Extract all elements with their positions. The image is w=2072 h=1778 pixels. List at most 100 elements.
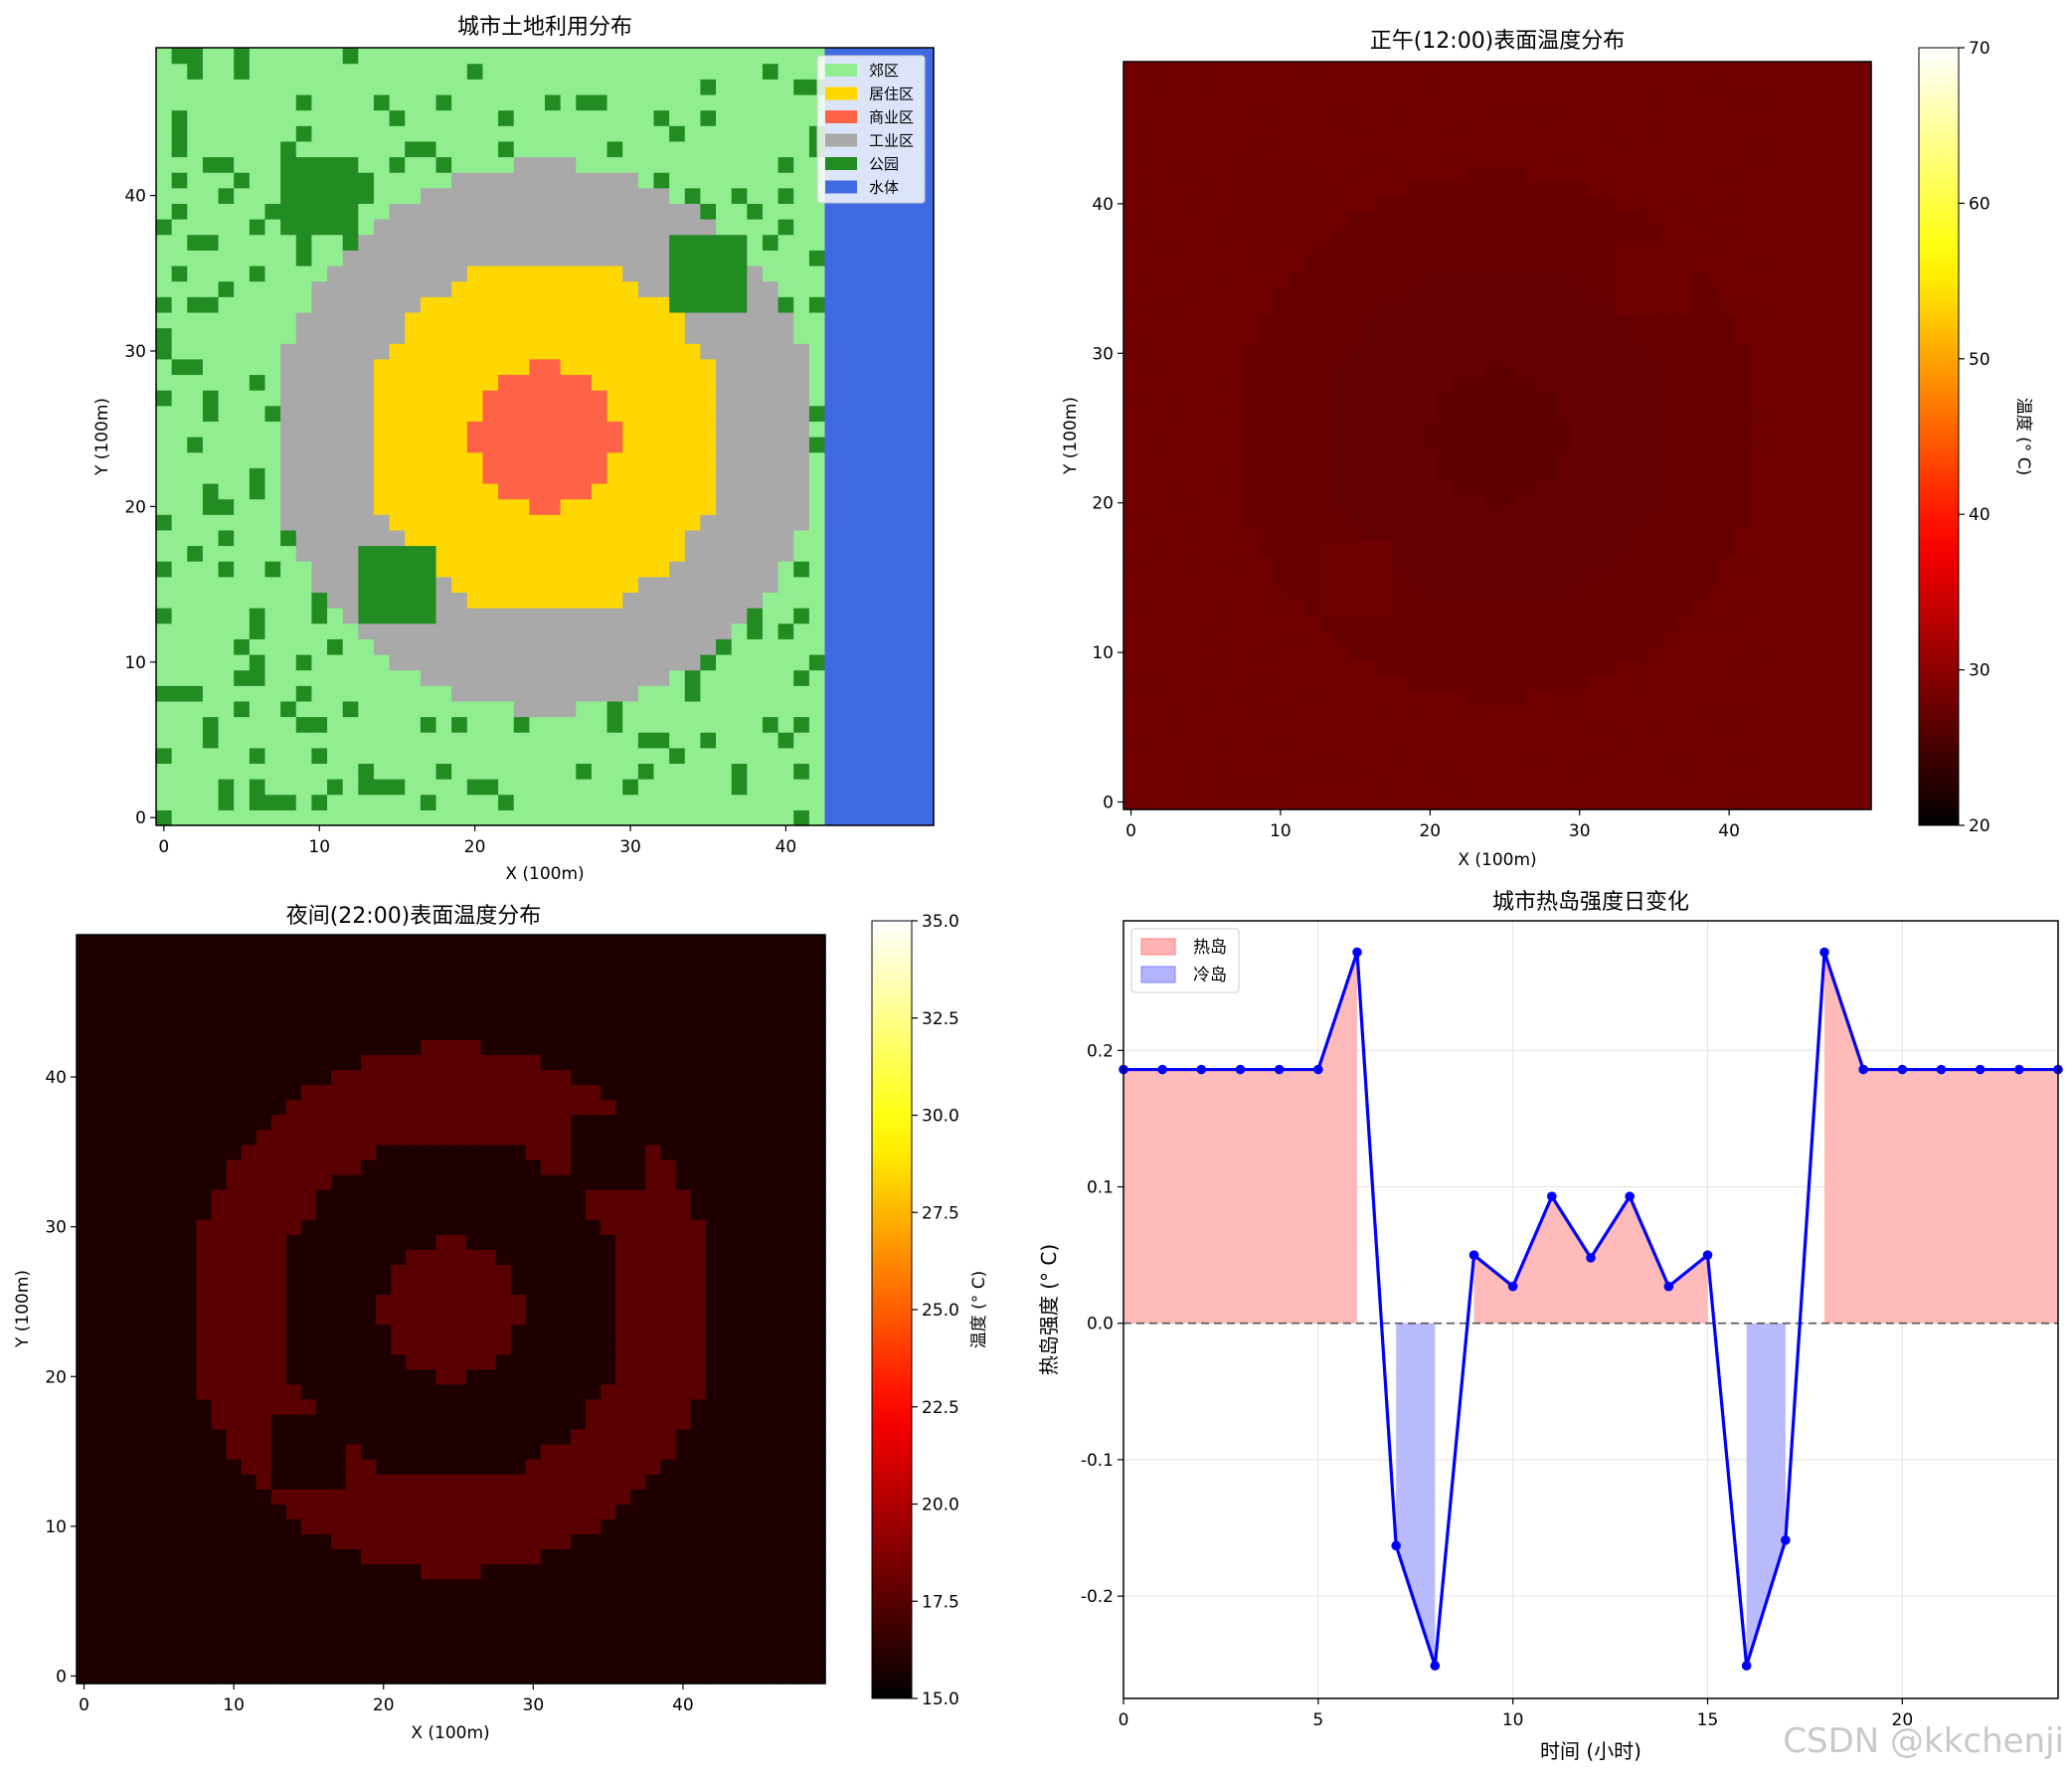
noon-cell — [1646, 585, 1662, 601]
landuse-cell — [172, 530, 188, 546]
noon-cell — [1512, 301, 1528, 317]
noon-cell — [1602, 720, 1618, 736]
noon-cell — [1542, 226, 1558, 242]
landuse-cell — [482, 670, 498, 686]
noon-cell — [1767, 480, 1783, 496]
noon-cell — [1482, 106, 1498, 122]
noon-cell — [1348, 510, 1364, 526]
landuse-cell — [561, 296, 577, 312]
landuse-cell — [918, 421, 934, 437]
noon-cell — [1288, 196, 1303, 212]
landuse-cell — [607, 701, 623, 717]
landuse-cell — [732, 499, 748, 515]
noon-cell — [1168, 525, 1184, 541]
landuse-cell — [327, 483, 343, 499]
landuse-cell — [203, 623, 219, 639]
noon-cell — [1782, 690, 1798, 706]
landuse-cell — [264, 514, 280, 530]
noon-cell — [1168, 421, 1184, 437]
landuse-cell — [622, 763, 638, 779]
landuse-cell — [669, 467, 685, 483]
noon-cell — [1661, 570, 1677, 586]
landuse-cell — [561, 48, 577, 64]
noon-cell — [1302, 391, 1318, 407]
landuse-cell — [343, 203, 359, 219]
noon-cell — [1661, 106, 1677, 122]
landuse-cell — [685, 530, 701, 546]
landuse-cell — [219, 779, 235, 795]
noon-cell — [1797, 151, 1813, 167]
noon-cell — [1273, 795, 1289, 810]
landuse-cell — [311, 779, 327, 795]
noon-cell — [1302, 540, 1318, 556]
landuse-cell — [732, 374, 748, 390]
landuse-cell — [685, 203, 701, 219]
noon-cell — [1423, 750, 1439, 766]
landuse-cell — [405, 499, 421, 515]
noon-cell — [1497, 241, 1513, 257]
noon-cell — [1378, 241, 1394, 257]
landuse-cell — [421, 343, 436, 359]
noon-cell — [1617, 406, 1633, 422]
landuse-cell — [219, 203, 235, 219]
noon-cell — [1243, 600, 1259, 616]
noon-cell — [1168, 645, 1184, 661]
noon-cell — [1856, 525, 1872, 541]
landuse-cell — [793, 608, 809, 623]
noon-cell — [1812, 286, 1827, 302]
landuse-cell — [405, 514, 421, 530]
landuse-cell — [405, 421, 421, 437]
noon-cell — [1527, 376, 1543, 392]
noon-cell — [1782, 211, 1798, 227]
noon-cell — [1632, 585, 1647, 601]
noon-cell — [1527, 136, 1543, 152]
noon-cell — [1617, 465, 1633, 481]
noon-cell — [1542, 421, 1558, 437]
noon-cell — [1737, 765, 1753, 781]
noon-cell — [1676, 450, 1692, 466]
landuse-cell — [778, 732, 794, 748]
landuse-cell — [840, 763, 856, 779]
noon-cell — [1258, 690, 1274, 706]
landuse-cell — [561, 545, 577, 561]
noon-cell — [1587, 780, 1603, 796]
landuse-cell — [638, 467, 654, 483]
noon-cell — [1602, 316, 1618, 332]
landuse-cell — [327, 296, 343, 312]
landuse-cell — [793, 141, 809, 157]
landuse-cell — [793, 64, 809, 80]
landuse-cell — [467, 437, 483, 452]
landuse-cell — [405, 281, 421, 297]
noon-cell — [1587, 450, 1603, 466]
landuse-cell — [405, 654, 421, 670]
landuse-cell — [561, 809, 577, 825]
landuse-cell — [576, 452, 592, 468]
noon-cell — [1213, 450, 1229, 466]
noon-cell — [1587, 495, 1603, 511]
noon-cell — [1692, 570, 1708, 586]
noon-cell — [1348, 361, 1364, 377]
landuse-cell — [747, 561, 763, 577]
noon-cell — [1587, 376, 1603, 392]
noon-cell — [1767, 555, 1783, 571]
noon-cell — [1363, 615, 1379, 630]
landuse-cell — [264, 577, 280, 593]
noon-cell — [1782, 91, 1798, 107]
noon-cell — [1752, 196, 1768, 212]
noon-cell — [1468, 675, 1483, 691]
landuse-cell — [280, 499, 296, 515]
landuse-cell — [390, 467, 406, 483]
noon-cell — [1812, 750, 1827, 766]
landuse-cell — [343, 390, 359, 406]
landuse-cell — [390, 483, 406, 499]
noon-cell — [1138, 181, 1154, 197]
noon-cell — [1318, 391, 1334, 407]
noon-cell — [1438, 480, 1454, 496]
landuse-cell — [421, 421, 436, 437]
noon-cell — [1348, 585, 1364, 601]
noon-cell — [1258, 600, 1274, 616]
noon-cell — [1153, 226, 1169, 242]
noon-cell — [1527, 720, 1543, 736]
noon-cell — [1826, 391, 1842, 407]
landuse-cell — [280, 374, 296, 390]
